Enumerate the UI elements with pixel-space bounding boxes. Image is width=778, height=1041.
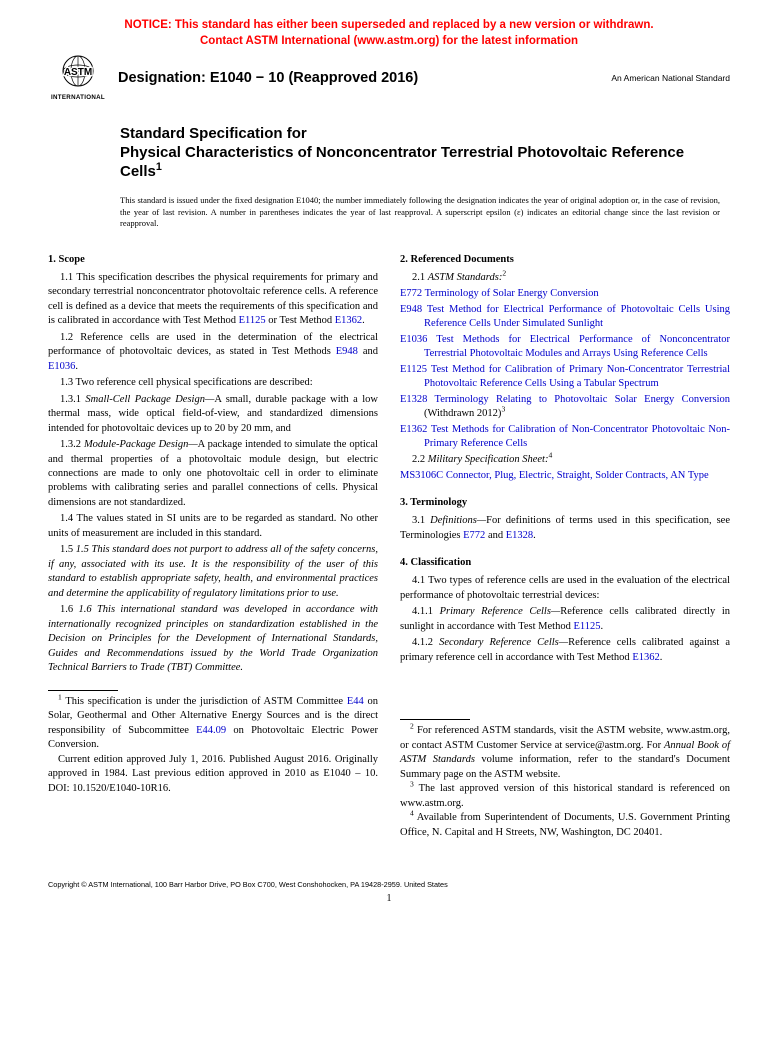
- ref-code[interactable]: E1125: [400, 364, 427, 375]
- ref-item-e1362: E1362 Test Methods for Calibration of No…: [400, 423, 730, 452]
- section-4-head: 4. Classification: [400, 557, 730, 568]
- ans-label: An American National Standard: [611, 73, 730, 83]
- link-e44-09[interactable]: E44.09: [196, 725, 226, 736]
- astm-logo: ASTM INTERNATIONAL: [48, 53, 108, 103]
- left-column: 1. Scope 1.1 This specification describe…: [48, 252, 378, 841]
- link-e1036[interactable]: E1036: [48, 361, 75, 372]
- para-1-1: 1.1 This specification describes the phy…: [48, 271, 378, 329]
- footnote-1: 1 This specification is under the jurisd…: [48, 695, 378, 753]
- references-list: E772 Terminology of Solar Energy Convers…: [400, 287, 730, 451]
- link-e772[interactable]: E772: [463, 530, 485, 541]
- link-e948[interactable]: E948: [336, 346, 358, 357]
- ref-desc[interactable]: Terminology Relating to Photovoltaic Sol…: [435, 394, 730, 405]
- para-1-6: 1.6 1.6 This international standard was …: [48, 603, 378, 675]
- notice-line1: NOTICE: This standard has either been su…: [124, 19, 653, 31]
- ref-code[interactable]: MS3106C: [400, 470, 443, 481]
- ref-desc[interactable]: Connector, Plug, Electric, Straight, Sol…: [446, 470, 709, 481]
- para-3-1: 3.1 Definitions—For definitions of terms…: [400, 514, 730, 543]
- para-2-2: 2.2 Military Specification Sheet:4: [400, 453, 730, 467]
- ref-desc[interactable]: Test Methods for Electrical Performance …: [424, 334, 730, 359]
- ref-code[interactable]: E1328: [400, 394, 427, 405]
- ref-item-e772: E772 Terminology of Solar Energy Convers…: [400, 287, 730, 301]
- ref-tail: (Withdrawn 2012): [424, 408, 501, 419]
- section-1-head: 1. Scope: [48, 254, 378, 265]
- link-e1328[interactable]: E1328: [506, 530, 533, 541]
- ref-item-e1125: E1125 Test Method for Calibration of Pri…: [400, 363, 730, 392]
- link-e1125b[interactable]: E1125: [573, 621, 600, 632]
- page-number: 1: [48, 893, 730, 904]
- link-e1362[interactable]: E1362: [335, 315, 362, 326]
- ref-sup: 3: [501, 405, 505, 414]
- title-main: Physical Characteristics of Nonconcentra…: [120, 144, 730, 182]
- notice-banner: NOTICE: This standard has either been su…: [48, 18, 730, 49]
- para-1-3-2: 1.3.2 Module-Package Design—A package in…: [48, 438, 378, 510]
- copyright: Copyright © ASTM International, 100 Barr…: [48, 880, 730, 889]
- link-e44[interactable]: E44: [347, 696, 364, 707]
- footnote-rule-right: [400, 719, 470, 720]
- para-1-4: 1.4 The values stated in SI units are to…: [48, 512, 378, 541]
- ref-code[interactable]: E1362: [400, 424, 427, 435]
- footnote-2: 2 For referenced ASTM standards, visit t…: [400, 724, 730, 782]
- para-1-2: 1.2 Reference cells are used in the dete…: [48, 331, 378, 374]
- ref-code[interactable]: E1036: [400, 334, 427, 345]
- title-kicker: Standard Specification for: [120, 125, 730, 144]
- ref-code[interactable]: E772: [400, 288, 422, 299]
- ref-item-e1036: E1036 Test Methods for Electrical Perfor…: [400, 333, 730, 362]
- footnote-1b: Current edition approved July 1, 2016. P…: [48, 753, 378, 796]
- ref-desc[interactable]: Test Method for Calibration of Primary N…: [424, 364, 730, 389]
- ref-desc[interactable]: Test Methods for Calibration of Non-Conc…: [424, 424, 730, 449]
- para-1-3-1: 1.3.1 Small-Cell Package Design—A small,…: [48, 393, 378, 436]
- ref-item-e948: E948 Test Method for Electrical Performa…: [400, 303, 730, 332]
- section-2-head: 2. Referenced Documents: [400, 254, 730, 265]
- ref-code[interactable]: E948: [400, 304, 422, 315]
- issuance-note: This standard is issued under the fixed …: [120, 195, 720, 229]
- svg-text:INTERNATIONAL: INTERNATIONAL: [51, 94, 105, 101]
- footnote-3: 3 The last approved version of this hist…: [400, 782, 730, 811]
- right-column: 2. Referenced Documents 2.1 ASTM Standar…: [400, 252, 730, 841]
- link-e1125[interactable]: E1125: [239, 315, 266, 326]
- title-block: Standard Specification for Physical Char…: [120, 125, 730, 181]
- ref-ms3106c: MS3106C Connector, Plug, Electric, Strai…: [400, 469, 730, 483]
- para-4-1-2: 4.1.2 Secondary Reference Cells—Referenc…: [400, 636, 730, 665]
- footnote-rule-left: [48, 690, 118, 691]
- notice-line2: Contact ASTM International (www.astm.org…: [200, 35, 578, 47]
- link-e1362b[interactable]: E1362: [632, 652, 659, 663]
- designation: Designation: E1040 − 10 (Reapproved 2016…: [118, 70, 611, 86]
- para-1-5: 1.5 1.5 This standard does not purport t…: [48, 543, 378, 601]
- svg-text:ASTM: ASTM: [64, 67, 92, 78]
- ref-desc[interactable]: Terminology of Solar Energy Conversion: [425, 288, 599, 299]
- para-4-1-1: 4.1.1 Primary Reference Cells—Reference …: [400, 605, 730, 634]
- footnote-4: 4 Available from Superintendent of Docum…: [400, 811, 730, 840]
- ref-desc[interactable]: Test Method for Electrical Performance o…: [424, 304, 730, 329]
- header: ASTM INTERNATIONAL Designation: E1040 − …: [48, 53, 730, 103]
- ref-item-e1328: E1328 Terminology Relating to Photovolta…: [400, 393, 730, 422]
- para-2-1: 2.1 ASTM Standards:2: [400, 271, 730, 285]
- para-4-1: 4.1 Two types of reference cells are use…: [400, 574, 730, 603]
- section-3-head: 3. Terminology: [400, 497, 730, 508]
- para-1-3: 1.3 Two reference cell physical specific…: [48, 376, 378, 390]
